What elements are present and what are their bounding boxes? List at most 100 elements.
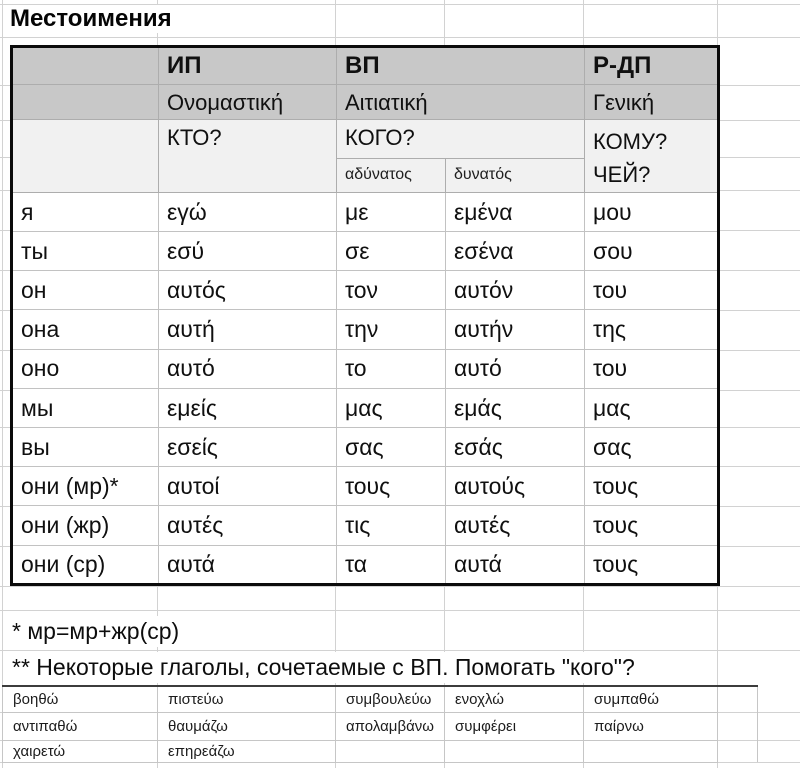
pronoun-cell[interactable]: αυτό [158, 348, 337, 389]
pronoun-row-ya: я εγώ με εμένα μου [11, 191, 719, 232]
pronoun-cell[interactable]: αυτά [158, 544, 337, 586]
pronoun-cell[interactable]: оно [11, 348, 159, 389]
gridline [0, 586, 800, 587]
pronoun-row-ty: ты εσύ σε εσένα σου [11, 230, 719, 272]
subheader-strong[interactable]: δυνατός [445, 157, 585, 193]
pronoun-cell[interactable]: τους [336, 466, 446, 507]
pronoun-cell[interactable]: τους [584, 544, 719, 586]
question-kogo[interactable]: КОГО? [336, 119, 585, 159]
verb-cell[interactable]: παίρνω [583, 711, 718, 741]
question-kto[interactable]: КТО? [158, 119, 337, 193]
pronoun-cell[interactable]: αυτές [445, 505, 585, 546]
pronoun-cell[interactable]: του [584, 270, 719, 311]
greek-case-header-row: Ονομαστική Αιτιατική Γενική [11, 84, 719, 121]
pronoun-row-ono: оно αυτό το αυτό του [11, 348, 719, 389]
verbs-row: βοηθώ πιστεύω συμβουλεύω ενοχλώ συμπαθώ [2, 685, 718, 713]
verb-cell[interactable]: αντιπαθώ [2, 711, 158, 741]
pronoun-cell[interactable]: τις [336, 505, 446, 546]
pronoun-cell[interactable]: μου [584, 191, 719, 232]
footnote-verbs[interactable]: ** Некоторые глаголы, сочетаемые с ВП. П… [11, 652, 641, 683]
header-ip[interactable]: ИП [158, 45, 337, 86]
empty-cell[interactable] [11, 84, 159, 121]
pronoun-cell[interactable]: της [584, 309, 719, 350]
pronoun-cell[interactable]: εμείς [158, 387, 337, 429]
pronoun-cell[interactable]: τους [584, 505, 719, 546]
pronoun-cell[interactable]: το [336, 348, 446, 389]
pronoun-cell[interactable]: αυτά [445, 544, 585, 586]
pronoun-cell[interactable]: вы [11, 426, 159, 468]
pronoun-cell[interactable]: σας [336, 426, 446, 468]
pronoun-cell[interactable]: я [11, 191, 159, 232]
pronoun-row-my: мы εμείς μας εμάς μας [11, 387, 719, 429]
gridline [2, 0, 3, 768]
verb-cell[interactable]: απολαμβάνω [335, 711, 445, 741]
pronoun-cell[interactable]: он [11, 270, 159, 311]
pronoun-row-ona: она αυτή την αυτήν της [11, 309, 719, 350]
pronoun-cell[interactable]: σας [584, 426, 719, 468]
pronoun-cell[interactable]: мы [11, 387, 159, 429]
verb-cell[interactable]: βοηθώ [2, 685, 158, 713]
header-vp[interactable]: ВП [336, 45, 585, 86]
subheader-weak[interactable]: αδύνατος [336, 157, 446, 193]
pronoun-cell[interactable]: αυτό [445, 348, 585, 389]
pronoun-cell[interactable]: αυτήν [445, 309, 585, 350]
pronoun-cell[interactable]: μας [584, 387, 719, 429]
pronoun-row-oni-zhr: они (жр) αυτές τις αυτές τους [11, 505, 719, 546]
verb-cell[interactable]: συμφέρει [444, 711, 584, 741]
pronoun-cell[interactable]: εσύ [158, 230, 337, 272]
verbs-row: χαιρετώ επηρεάζω [2, 739, 718, 763]
verb-cell[interactable] [583, 739, 718, 763]
question-komu: КОМУ? [593, 129, 668, 155]
verb-cell[interactable]: ενοχλώ [444, 685, 584, 713]
footnote-mr[interactable]: * мр=мр+жр(ср) [11, 616, 186, 647]
pronoun-cell[interactable]: τους [584, 466, 719, 507]
verb-cell[interactable]: θαυμάζω [157, 711, 336, 741]
pronoun-cell[interactable]: αυτοί [158, 466, 337, 507]
pronoun-cell[interactable]: αυτόν [445, 270, 585, 311]
page-title: Местоимения [10, 5, 178, 33]
verb-cell[interactable]: συμπαθώ [583, 685, 718, 713]
pronoun-cell[interactable]: με [336, 191, 446, 232]
verb-cell[interactable]: συμβουλεύω [335, 685, 445, 713]
pronoun-row-on: он αυτός τον αυτόν του [11, 270, 719, 311]
pronoun-cell[interactable]: τον [336, 270, 446, 311]
question-komu-chey[interactable]: КОМУ? ЧЕЙ? [584, 119, 719, 193]
pronoun-cell[interactable]: σε [336, 230, 446, 272]
pronoun-cell[interactable]: αυτές [158, 505, 337, 546]
verb-cell[interactable] [335, 739, 445, 763]
pronoun-cell[interactable]: εσένα [445, 230, 585, 272]
question-chey: ЧЕЙ? [593, 162, 651, 188]
verb-cell[interactable]: πιστεύω [157, 685, 336, 713]
header-accusative[interactable]: Αιτιατική [336, 84, 585, 121]
verb-cell[interactable]: επηρεάζω [157, 739, 336, 763]
header-rdp[interactable]: Р-ДП [584, 45, 719, 86]
corner-cell[interactable] [11, 45, 159, 86]
pronoun-cell[interactable]: σου [584, 230, 719, 272]
verb-cell[interactable] [444, 739, 584, 763]
pronoun-cell[interactable]: εσείς [158, 426, 337, 468]
pronoun-cell[interactable]: ты [11, 230, 159, 272]
header-nominative[interactable]: Ονομαστική [158, 84, 337, 121]
pronoun-cell[interactable]: αυτή [158, 309, 337, 350]
pronoun-row-oni-mr: они (мр)* αυτοί τους αυτούς τους [11, 466, 719, 507]
gridline [0, 610, 800, 611]
pronoun-cell[interactable]: εσάς [445, 426, 585, 468]
pronoun-cell[interactable]: μας [336, 387, 446, 429]
pronoun-cell[interactable]: αυτούς [445, 466, 585, 507]
empty-cell[interactable] [11, 119, 159, 193]
pronoun-cell[interactable]: они (жр) [11, 505, 159, 546]
header-genitive[interactable]: Γενική [584, 84, 719, 121]
pronoun-cell[interactable]: они (ср) [11, 544, 159, 586]
pronoun-cell[interactable]: του [584, 348, 719, 389]
verb-cell[interactable]: χαιρετώ [2, 739, 158, 763]
pronoun-cell[interactable]: они (мр)* [11, 466, 159, 507]
pronoun-cell[interactable]: εμάς [445, 387, 585, 429]
gridline [0, 650, 800, 651]
pronoun-cell[interactable]: εγώ [158, 191, 337, 232]
pronoun-cell[interactable]: αυτός [158, 270, 337, 311]
pronoun-cell[interactable]: την [336, 309, 446, 350]
pronoun-cell[interactable]: εμένα [445, 191, 585, 232]
gridline [0, 37, 800, 38]
pronoun-cell[interactable]: она [11, 309, 159, 350]
pronoun-cell[interactable]: τα [336, 544, 446, 586]
